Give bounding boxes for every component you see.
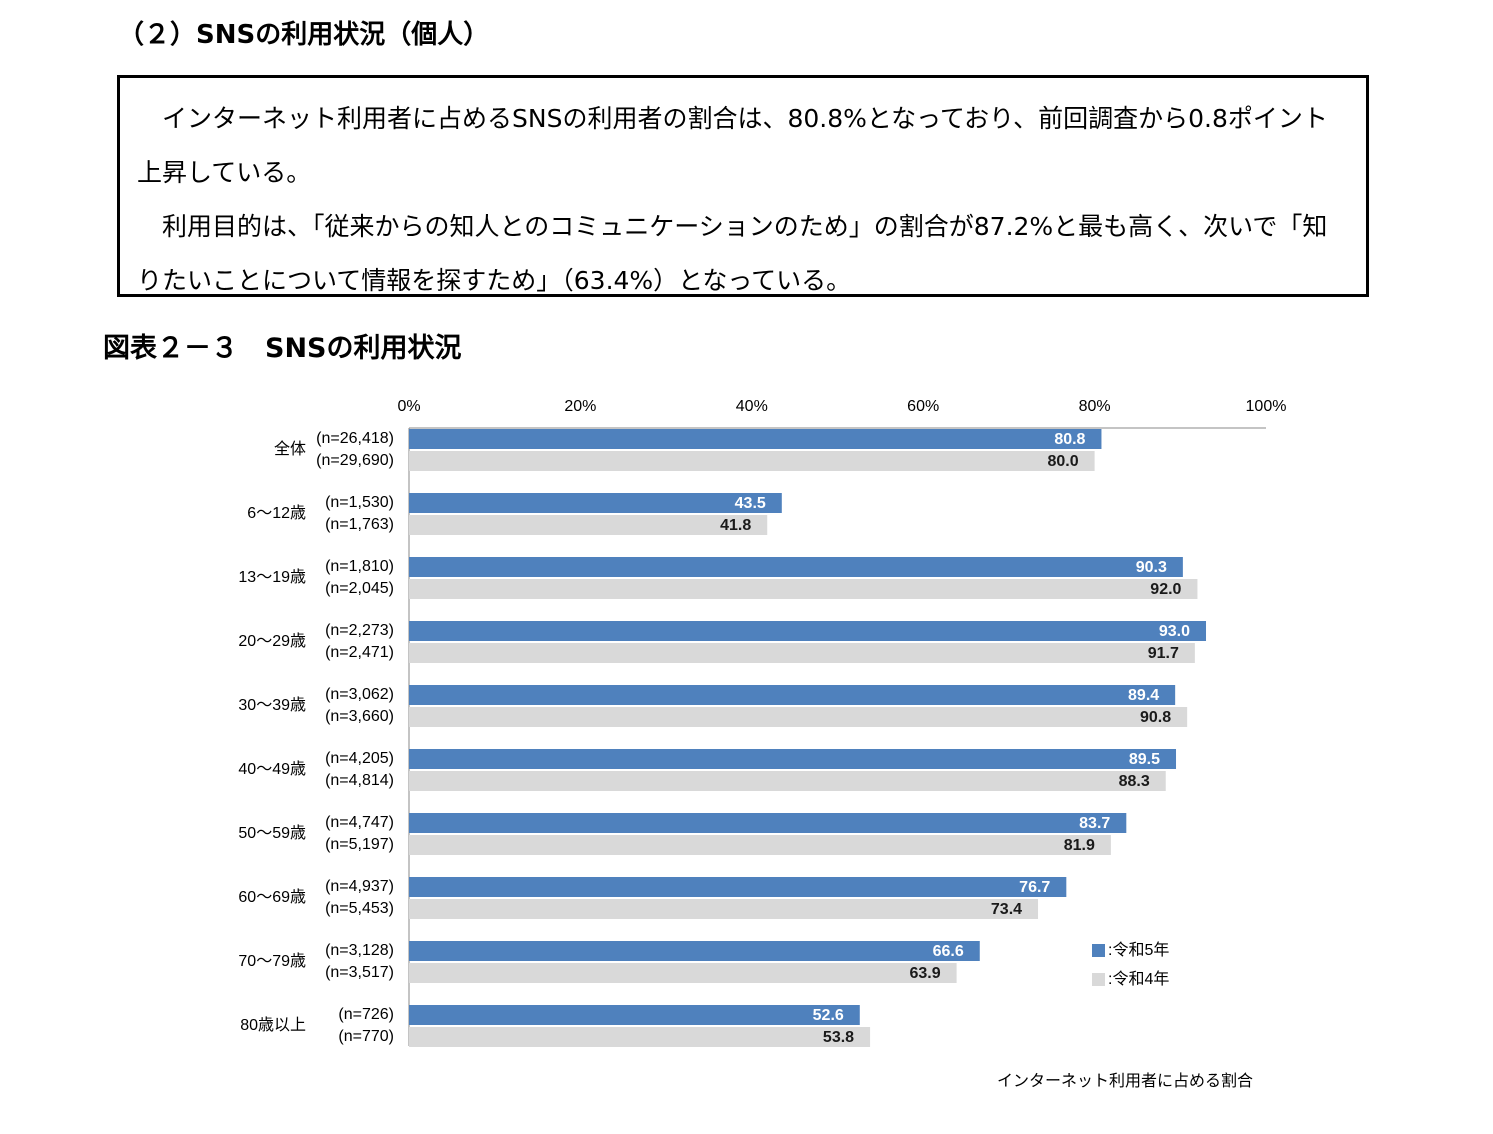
bar [409,771,1166,791]
bar [409,643,1195,663]
value-label: 66.6 [933,943,964,960]
x-axis-label: インターネット利用者に占める割合 [997,1072,1253,1090]
bar [409,493,782,513]
x-tick-label: 80% [1079,398,1111,415]
n-label: (n=1,763) [325,516,394,533]
n-label: (n=4,747) [325,814,394,831]
x-tick-label: 60% [907,398,939,415]
bar [409,621,1207,641]
value-label: 52.6 [813,1007,844,1024]
value-label: 89.4 [1128,687,1159,704]
bar [409,1005,860,1025]
bar [409,813,1127,833]
n-label: (n=2,471) [325,644,394,661]
value-label: 41.8 [720,517,751,534]
n-label: (n=1,810) [325,558,394,575]
category-label: 6～12歳 [247,504,306,522]
bar [409,451,1095,471]
value-label: 53.8 [823,1029,854,1046]
n-label: (n=3,660) [325,708,394,725]
category-label: 60～69歳 [238,888,306,906]
x-tick-label: 0% [397,398,420,415]
value-label: 80.0 [1047,453,1078,470]
value-label: 89.5 [1129,751,1160,768]
bar [409,749,1177,769]
value-label: 92.0 [1150,581,1181,598]
category-label: 80歳以上 [240,1016,306,1034]
summary-paragraph: インターネット利用者に占めるSNSの利用者の割合は、80.8%となっており、前回… [137,104,1328,187]
bar [409,515,768,535]
x-tick-label: 100% [1246,398,1287,415]
n-label: (n=4,205) [325,750,394,767]
category-label: 全体 [274,440,306,458]
x-tick-label: 20% [564,398,596,415]
legend-swatch [1092,944,1105,957]
bar [409,835,1111,855]
bar [409,579,1198,599]
n-label: (n=2,045) [325,580,394,597]
bar [409,899,1039,919]
category-label: 40～49歳 [238,760,306,778]
value-label: 73.4 [991,901,1022,918]
bar [409,941,980,961]
category-label: 70～79歳 [238,952,306,970]
summary-box: インターネット利用者に占めるSNSの利用者の割合は、80.8%となっており、前回… [117,75,1369,297]
section-title: （２）SNSの利用状況（個人） [118,20,490,50]
x-tick-label: 40% [736,398,768,415]
category-label: 13～19歳 [238,568,306,586]
n-label: (n=4,937) [325,878,394,895]
legend-swatch [1092,973,1105,986]
n-label: (n=4,814) [325,772,394,789]
n-label: (n=2,273) [325,622,394,639]
n-label: (n=5,197) [325,836,394,853]
figure-caption: 図表２－３ SNSの利用状況 [103,333,462,364]
value-label: 43.5 [735,495,766,512]
n-label: (n=726) [338,1006,394,1023]
category-label: 50～59歳 [238,824,306,842]
n-label: (n=3,128) [325,942,394,959]
n-label: (n=770) [338,1028,394,1045]
value-label: 63.9 [909,965,940,982]
bar [409,429,1102,449]
bar [409,877,1067,897]
value-label: 81.9 [1064,837,1095,854]
bar [409,685,1176,705]
bar [409,557,1183,577]
n-label: (n=5,453) [325,900,394,917]
bar [409,1027,871,1047]
bar [409,963,957,983]
legend-label: :令和4年 [1108,970,1169,988]
legend-label: :令和5年 [1108,941,1169,959]
value-label: 83.7 [1079,815,1110,832]
value-label: 90.3 [1136,559,1167,576]
n-label: (n=3,062) [325,686,394,703]
n-label: (n=29,690) [316,452,394,469]
category-label: 20～29歳 [238,632,306,650]
n-label: (n=3,517) [325,964,394,981]
value-label: 90.8 [1140,709,1171,726]
n-label: (n=26,418) [316,430,394,447]
value-label: 91.7 [1148,645,1179,662]
value-label: 80.8 [1054,431,1085,448]
category-label: 30～39歳 [238,696,306,714]
value-label: 93.0 [1159,623,1190,640]
value-label: 88.3 [1119,773,1150,790]
summary-paragraph: 利用目的は、「従来からの知人とのコミュニケーションのため」の割合が87.2%と最… [137,212,1328,295]
n-label: (n=1,530) [325,494,394,511]
value-label: 76.7 [1019,879,1050,896]
bar [409,707,1188,727]
